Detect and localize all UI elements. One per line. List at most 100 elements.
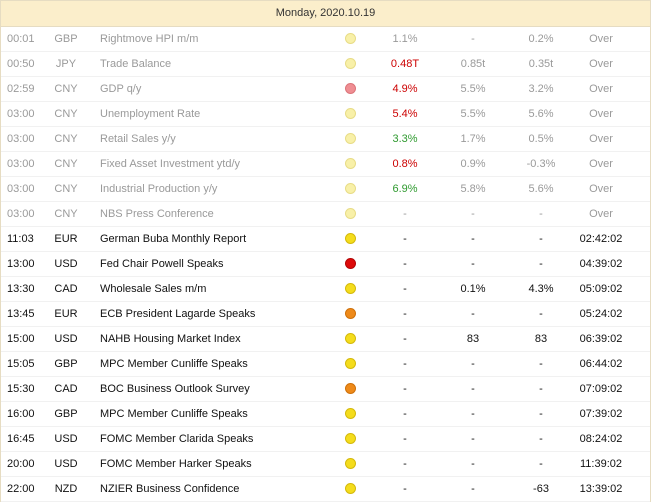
event-forecast: 0.1% xyxy=(460,283,486,295)
importance-indicator xyxy=(344,402,358,426)
event-forecast: 0.9% xyxy=(460,158,486,170)
event-row[interactable]: 13:30 CAD Wholesale Sales m/m - 0.1% 4.3… xyxy=(1,277,650,302)
event-title[interactable]: FOMC Member Clarida Speaks xyxy=(100,433,254,445)
event-currency: CNY xyxy=(54,133,78,145)
event-previous: 5.6% xyxy=(528,108,554,120)
event-currency: EUR xyxy=(54,233,78,245)
event-row[interactable]: 03:00 CNY Industrial Production y/y 6.9%… xyxy=(1,177,650,202)
event-title[interactable]: Wholesale Sales m/m xyxy=(100,283,207,295)
event-time: 13:45 xyxy=(7,308,35,320)
event-previous: 3.2% xyxy=(528,83,554,95)
importance-dot-icon xyxy=(345,183,356,194)
event-previous: - xyxy=(539,233,543,245)
event-forecast: - xyxy=(471,233,475,245)
event-actual: 0.8% xyxy=(392,158,418,170)
event-time: 03:00 xyxy=(7,158,35,170)
event-previous: - xyxy=(539,433,543,445)
event-row[interactable]: 16:00 GBP MPC Member Cunliffe Speaks - -… xyxy=(1,402,650,427)
event-row[interactable]: 22:00 NZD NZIER Business Confidence - - … xyxy=(1,477,650,502)
importance-dot-icon xyxy=(345,408,356,419)
event-row[interactable]: 02:59 CNY GDP q/y 4.9% 5.5% 3.2% Over xyxy=(1,77,650,102)
event-actual: - xyxy=(403,283,407,295)
event-forecast: - xyxy=(471,358,475,370)
event-row[interactable]: 03:00 CNY Retail Sales y/y 3.3% 1.7% 0.5… xyxy=(1,127,650,152)
event-title[interactable]: Rightmove HPI m/m xyxy=(100,33,199,45)
importance-dot-icon xyxy=(345,58,356,69)
event-row[interactable]: 03:00 CNY Unemployment Rate 5.4% 5.5% 5.… xyxy=(1,102,650,127)
importance-dot-icon xyxy=(345,158,356,169)
event-row[interactable]: 13:00 USD Fed Chair Powell Speaks - - - … xyxy=(1,252,650,277)
importance-indicator xyxy=(344,277,358,301)
event-countdown: 06:39:02 xyxy=(579,333,623,345)
event-title[interactable]: German Buba Monthly Report xyxy=(100,233,247,245)
event-actual: 6.9% xyxy=(392,183,418,195)
importance-indicator xyxy=(344,452,358,476)
event-previous: 5.6% xyxy=(528,183,554,195)
importance-dot-icon xyxy=(345,233,356,244)
event-title[interactable]: NBS Press Conference xyxy=(100,208,214,220)
event-title[interactable]: MPC Member Cunliffe Speaks xyxy=(100,358,248,370)
event-title[interactable]: NZIER Business Confidence xyxy=(100,483,240,495)
event-forecast: - xyxy=(471,258,475,270)
event-previous: - xyxy=(539,308,543,320)
importance-dot-icon xyxy=(345,308,356,319)
event-actual: - xyxy=(403,358,407,370)
event-row[interactable]: 15:00 USD NAHB Housing Market Index - 83… xyxy=(1,327,650,352)
event-title[interactable]: Unemployment Rate xyxy=(100,108,201,120)
event-actual: - xyxy=(403,208,407,220)
event-countdown: Over xyxy=(589,108,613,120)
event-title[interactable]: BOC Business Outlook Survey xyxy=(100,383,250,395)
event-title[interactable]: MPC Member Cunliffe Speaks xyxy=(100,408,248,420)
event-row[interactable]: 11:03 EUR German Buba Monthly Report - -… xyxy=(1,227,650,252)
event-countdown: 06:44:02 xyxy=(579,358,623,370)
event-title[interactable]: Fed Chair Powell Speaks xyxy=(100,258,224,270)
event-forecast: 83 xyxy=(466,333,480,345)
event-title[interactable]: NAHB Housing Market Index xyxy=(100,333,241,345)
event-row[interactable]: 15:05 GBP MPC Member Cunliffe Speaks - -… xyxy=(1,352,650,377)
event-forecast: 5.8% xyxy=(460,183,486,195)
event-row[interactable]: 00:01 GBP Rightmove HPI m/m 1.1% - 0.2% … xyxy=(1,27,650,52)
event-title[interactable]: ECB President Lagarde Speaks xyxy=(100,308,256,320)
event-title[interactable]: Fixed Asset Investment ytd/y xyxy=(100,158,241,170)
importance-dot-icon xyxy=(345,283,356,294)
event-row[interactable]: 15:30 CAD BOC Business Outlook Survey - … xyxy=(1,377,650,402)
event-currency: CNY xyxy=(54,158,78,170)
event-time: 00:01 xyxy=(7,33,35,45)
event-currency: CAD xyxy=(54,383,78,395)
event-countdown: 05:09:02 xyxy=(579,283,623,295)
event-time: 03:00 xyxy=(7,183,35,195)
event-title[interactable]: Trade Balance xyxy=(100,58,172,70)
event-row[interactable]: 16:45 USD FOMC Member Clarida Speaks - -… xyxy=(1,427,650,452)
event-time: 20:00 xyxy=(7,458,35,470)
event-countdown: Over xyxy=(589,133,613,145)
event-currency: EUR xyxy=(54,308,78,320)
event-time: 03:00 xyxy=(7,208,35,220)
event-row[interactable]: 00:50 JPY Trade Balance 0.48T 0.85t 0.35… xyxy=(1,52,650,77)
event-actual: - xyxy=(403,333,407,345)
importance-indicator xyxy=(344,427,358,451)
event-title[interactable]: FOMC Member Harker Speaks xyxy=(100,458,252,470)
event-forecast: - xyxy=(471,383,475,395)
event-title[interactable]: Retail Sales y/y xyxy=(100,133,176,145)
event-currency: USD xyxy=(54,433,78,445)
importance-indicator xyxy=(344,477,358,501)
event-forecast: - xyxy=(471,33,475,45)
importance-dot-icon xyxy=(345,358,356,369)
event-time: 02:59 xyxy=(7,83,35,95)
event-title[interactable]: Industrial Production y/y xyxy=(100,183,218,195)
event-countdown: 05:24:02 xyxy=(579,308,623,320)
event-title[interactable]: GDP q/y xyxy=(100,83,142,95)
event-actual: - xyxy=(403,383,407,395)
importance-indicator xyxy=(344,352,358,376)
importance-indicator xyxy=(344,252,358,276)
event-row[interactable]: 03:00 CNY Fixed Asset Investment ytd/y 0… xyxy=(1,152,650,177)
event-row[interactable]: 20:00 USD FOMC Member Harker Speaks - - … xyxy=(1,452,650,477)
event-previous: 0.35t xyxy=(528,58,554,70)
event-row[interactable]: 13:45 EUR ECB President Lagarde Speaks -… xyxy=(1,302,650,327)
event-countdown: Over xyxy=(589,158,613,170)
event-currency: CAD xyxy=(54,283,78,295)
event-previous: - xyxy=(539,208,543,220)
event-row[interactable]: 03:00 CNY NBS Press Conference - - - Ove… xyxy=(1,202,650,227)
event-previous: 4.3% xyxy=(528,283,554,295)
